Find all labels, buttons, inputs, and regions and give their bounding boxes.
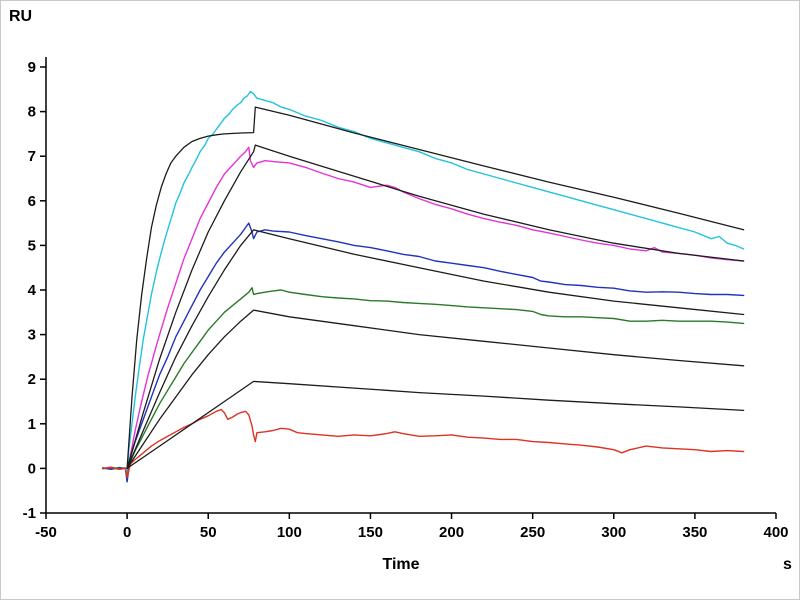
series-fit-2 xyxy=(126,144,745,470)
y-tick-label: 4 xyxy=(28,282,37,299)
series-fit-1 xyxy=(126,106,745,470)
series-fit-3 xyxy=(126,229,745,470)
y-tick-label: -1 xyxy=(23,505,36,522)
series-trace-magenta xyxy=(102,146,745,481)
series-trace-blue xyxy=(102,222,745,483)
y-tick-label: 2 xyxy=(28,371,36,388)
x-tick-label: 250 xyxy=(520,524,545,541)
x-tick-label: 50 xyxy=(200,524,217,541)
y-tick-label: 8 xyxy=(28,104,36,121)
x-tick-label: 100 xyxy=(277,524,302,541)
x-tick-label: 350 xyxy=(682,524,707,541)
y-tick-label: 1 xyxy=(28,416,36,433)
x-tick-label: -50 xyxy=(35,524,57,541)
x-axis-title: Time xyxy=(382,556,420,573)
x-tick-label: 0 xyxy=(123,524,131,541)
y-tick-label: 6 xyxy=(28,193,36,210)
x-tick-label: 200 xyxy=(439,524,464,541)
series-trace-green xyxy=(102,287,745,478)
series-trace-red xyxy=(102,408,745,478)
x-tick-label: 150 xyxy=(358,524,383,541)
y-axis-title: RU xyxy=(9,8,33,25)
y-tick-label: 9 xyxy=(28,59,36,76)
series-trace-cyan xyxy=(102,90,745,483)
y-tick-label: 3 xyxy=(28,327,36,344)
y-tick-label: 0 xyxy=(28,460,36,477)
series-fit-4 xyxy=(126,309,745,470)
x-tick-label: 400 xyxy=(763,524,788,541)
x-tick-label: 300 xyxy=(601,524,626,541)
y-tick-label: 7 xyxy=(28,148,36,165)
y-tick-label: 5 xyxy=(28,237,36,254)
series-fit-5 xyxy=(126,380,745,470)
x-axis-unit: s xyxy=(783,556,792,573)
